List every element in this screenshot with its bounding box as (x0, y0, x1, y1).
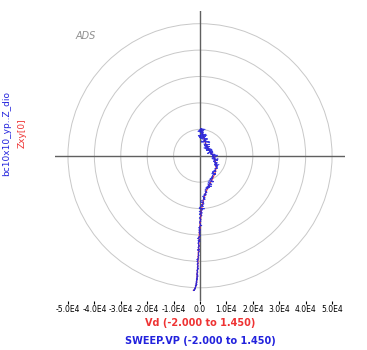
Text: Zxy[0]: Zxy[0] (18, 118, 27, 148)
Text: Vd (-2.000 to 1.450): Vd (-2.000 to 1.450) (145, 318, 255, 328)
Text: bc10x10_yp..Z_dio: bc10x10_yp..Z_dio (2, 91, 11, 175)
Text: SWEEP.VP (-2.000 to 1.450): SWEEP.VP (-2.000 to 1.450) (125, 336, 275, 346)
Text: ADS: ADS (75, 31, 95, 41)
